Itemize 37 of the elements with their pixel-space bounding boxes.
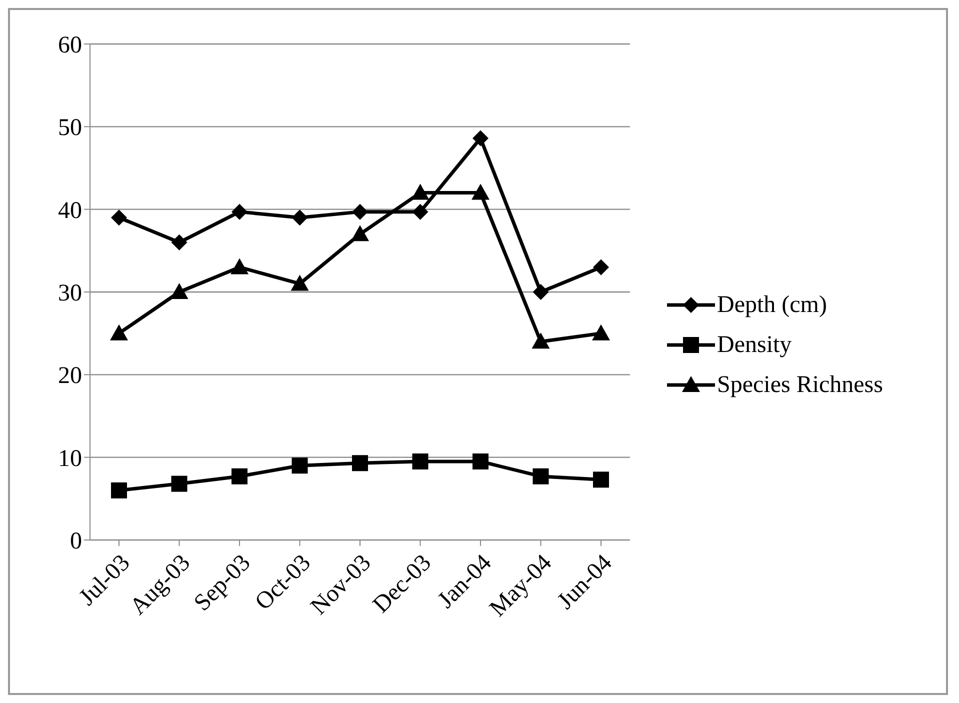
y-tick-label: 60 xyxy=(58,32,82,59)
point xyxy=(412,453,428,470)
point xyxy=(472,184,490,200)
point xyxy=(232,204,248,220)
point xyxy=(532,332,550,349)
legend-label: Depth (cm) xyxy=(717,292,827,318)
y-tick-label: 40 xyxy=(58,198,82,224)
point xyxy=(292,210,308,226)
point xyxy=(351,225,369,242)
point xyxy=(593,259,609,276)
point xyxy=(352,204,368,220)
point xyxy=(290,274,309,291)
point xyxy=(472,453,488,470)
y-tick-label: 20 xyxy=(58,363,82,390)
point xyxy=(230,258,248,274)
y-tick-label: 50 xyxy=(58,115,82,142)
point xyxy=(592,324,610,340)
point xyxy=(111,210,127,226)
point xyxy=(171,476,188,492)
legend-label: Density xyxy=(717,332,792,358)
point xyxy=(170,283,188,299)
y-tick-label: 30 xyxy=(58,280,82,307)
y-tick-label: 0 xyxy=(70,528,82,555)
point xyxy=(171,234,188,250)
y-tick-label: 10 xyxy=(58,446,82,472)
legend-label: Species Richness xyxy=(717,372,883,398)
point xyxy=(232,468,248,484)
point xyxy=(532,468,549,484)
point xyxy=(111,482,127,498)
point xyxy=(292,458,308,474)
point xyxy=(472,130,488,146)
point xyxy=(411,184,430,200)
point xyxy=(352,455,368,472)
point xyxy=(110,324,128,340)
point xyxy=(593,472,609,488)
point xyxy=(532,284,549,300)
point xyxy=(412,204,428,220)
